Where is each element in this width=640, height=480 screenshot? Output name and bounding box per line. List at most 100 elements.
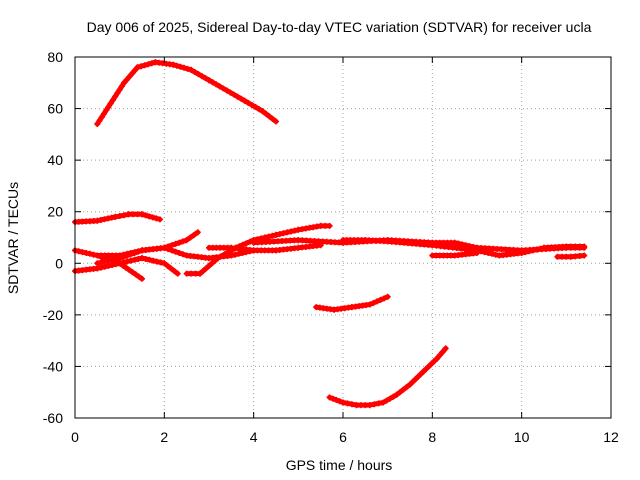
data-point — [373, 298, 380, 305]
series-arc-12 — [554, 252, 588, 260]
data-point — [533, 246, 540, 253]
data-point — [276, 231, 283, 238]
y-tick-label: 40 — [47, 152, 63, 168]
data-point — [474, 250, 480, 256]
data-point — [168, 247, 175, 254]
data-point — [243, 240, 250, 247]
data-layer — [72, 59, 588, 409]
data-point — [529, 247, 536, 254]
data-point — [581, 252, 588, 259]
x-tick-label: 0 — [71, 429, 79, 445]
x-tick-label: 8 — [428, 429, 436, 445]
data-point — [129, 269, 136, 276]
data-point — [142, 212, 149, 219]
data-point — [127, 250, 134, 256]
data-point — [132, 271, 139, 278]
data-point — [134, 64, 141, 71]
data-point — [112, 213, 119, 220]
data-point — [330, 395, 336, 402]
data-point — [75, 248, 82, 255]
data-point — [340, 399, 346, 406]
data-point — [105, 262, 112, 269]
data-point — [492, 251, 499, 258]
data-point — [375, 400, 382, 407]
series-arc-1 — [94, 59, 279, 127]
data-point — [135, 256, 142, 262]
data-point — [198, 73, 205, 80]
data-point — [396, 389, 403, 396]
data-point — [238, 95, 245, 102]
data-point — [101, 258, 108, 265]
data-point — [110, 97, 116, 103]
data-point — [94, 121, 101, 127]
data-point — [181, 64, 187, 71]
data-point — [139, 255, 145, 262]
data-point — [131, 256, 138, 263]
data-point — [135, 273, 142, 280]
data-point — [235, 250, 242, 257]
x-tick-label: 4 — [250, 429, 258, 445]
y-tick-label: -40 — [43, 358, 63, 374]
data-point — [146, 256, 153, 263]
series-arc-8 — [206, 242, 324, 254]
data-point — [191, 231, 198, 238]
data-point — [101, 216, 108, 223]
data-point — [112, 93, 119, 100]
data-point — [109, 262, 116, 268]
data-point — [172, 240, 179, 247]
data-point — [191, 69, 198, 75]
data-point — [344, 400, 351, 407]
data-point — [164, 262, 171, 269]
data-point — [291, 227, 298, 234]
data-point — [116, 260, 123, 267]
y-tick-label: 0 — [55, 255, 63, 271]
data-point — [384, 293, 391, 300]
data-point — [220, 85, 227, 92]
data-point — [120, 251, 127, 258]
data-point — [131, 67, 138, 74]
data-point — [366, 301, 373, 308]
data-point — [138, 63, 145, 70]
data-point — [124, 250, 131, 257]
data-point — [326, 222, 333, 229]
data-point — [98, 264, 105, 271]
data-point — [581, 243, 588, 250]
data-point — [273, 231, 279, 238]
data-point — [187, 234, 194, 241]
data-point — [105, 257, 112, 264]
data-point — [118, 83, 125, 90]
data-point — [176, 250, 183, 256]
data-point — [107, 100, 114, 107]
data-point — [146, 213, 153, 220]
y-axis-label: SDTVAR / TECUs — [5, 182, 21, 294]
data-point — [98, 259, 105, 266]
data-point — [161, 260, 168, 267]
data-point — [256, 106, 262, 113]
data-point — [386, 395, 393, 402]
data-point — [284, 229, 291, 236]
data-point — [436, 352, 443, 359]
data-point — [259, 108, 266, 115]
data-point — [96, 117, 103, 124]
data-point — [139, 211, 145, 218]
y-tick-label: -60 — [43, 410, 63, 426]
data-point — [86, 250, 93, 257]
data-point — [380, 399, 387, 406]
data-point — [168, 242, 175, 249]
data-point — [79, 249, 86, 256]
data-point — [173, 62, 180, 69]
data-point — [433, 355, 440, 362]
data-point — [252, 104, 259, 110]
data-point — [153, 258, 160, 265]
data-point — [526, 248, 533, 255]
data-point — [377, 296, 384, 303]
data-point — [195, 71, 202, 77]
data-point — [348, 401, 355, 408]
data-point — [98, 114, 105, 121]
data-point — [156, 216, 163, 223]
x-axis-label: GPS time / hours — [286, 457, 393, 473]
data-point — [202, 75, 209, 82]
data-point — [234, 93, 241, 100]
data-point — [273, 118, 279, 125]
data-point — [451, 239, 458, 246]
